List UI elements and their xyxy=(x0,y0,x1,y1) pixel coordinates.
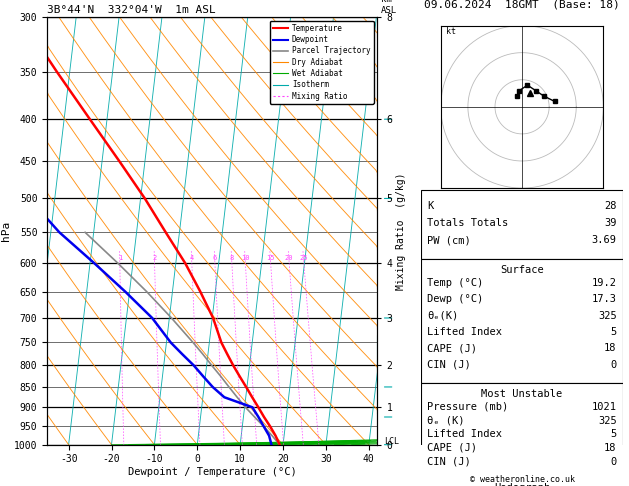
Text: 1021: 1021 xyxy=(592,402,616,412)
FancyBboxPatch shape xyxy=(421,382,623,477)
Text: kt: kt xyxy=(446,27,456,35)
Text: 18: 18 xyxy=(604,443,616,453)
Y-axis label: hPa: hPa xyxy=(1,221,11,241)
Text: PW (cm): PW (cm) xyxy=(428,235,471,245)
Text: 3.69: 3.69 xyxy=(592,235,616,245)
Text: 2: 2 xyxy=(152,255,157,261)
Text: Temp (°C): Temp (°C) xyxy=(428,278,484,288)
Text: 8: 8 xyxy=(230,255,234,261)
Text: 4: 4 xyxy=(190,255,194,261)
Text: 25: 25 xyxy=(299,255,308,261)
Text: Totals Totals: Totals Totals xyxy=(428,218,509,228)
Text: Dewp (°C): Dewp (°C) xyxy=(428,295,484,304)
Text: Lifted Index: Lifted Index xyxy=(428,429,503,439)
Text: CIN (J): CIN (J) xyxy=(428,457,471,467)
Text: Most Unstable: Most Unstable xyxy=(481,389,563,399)
FancyBboxPatch shape xyxy=(421,477,623,486)
Text: Pressure (mb): Pressure (mb) xyxy=(428,402,509,412)
FancyBboxPatch shape xyxy=(421,259,623,382)
Text: θₑ(K): θₑ(K) xyxy=(428,311,459,321)
Text: θₑ (K): θₑ (K) xyxy=(428,416,465,426)
Text: 09.06.2024  18GMT  (Base: 18): 09.06.2024 18GMT (Base: 18) xyxy=(424,0,620,10)
Text: 325: 325 xyxy=(598,416,616,426)
Text: Hodograph: Hodograph xyxy=(494,483,550,486)
Text: 5: 5 xyxy=(610,327,616,337)
Text: LCL: LCL xyxy=(384,437,399,446)
Text: 28: 28 xyxy=(604,201,616,211)
Text: 20: 20 xyxy=(285,255,294,261)
Text: CAPE (J): CAPE (J) xyxy=(428,344,477,353)
Text: K: K xyxy=(428,201,434,211)
Text: 3B°44'N  332°04'W  1m ASL: 3B°44'N 332°04'W 1m ASL xyxy=(47,5,216,15)
Text: 6: 6 xyxy=(213,255,217,261)
FancyBboxPatch shape xyxy=(421,190,623,259)
Text: 0: 0 xyxy=(610,360,616,370)
Text: 39: 39 xyxy=(604,218,616,228)
Text: 5: 5 xyxy=(610,429,616,439)
Text: 19.2: 19.2 xyxy=(592,278,616,288)
X-axis label: Dewpoint / Temperature (°C): Dewpoint / Temperature (°C) xyxy=(128,467,297,477)
Text: 0: 0 xyxy=(610,457,616,467)
Text: 10: 10 xyxy=(241,255,250,261)
Text: 17.3: 17.3 xyxy=(592,295,616,304)
Text: km
ASL: km ASL xyxy=(381,0,397,15)
Text: 1: 1 xyxy=(118,255,122,261)
Text: Lifted Index: Lifted Index xyxy=(428,327,503,337)
Text: CAPE (J): CAPE (J) xyxy=(428,443,477,453)
Text: 18: 18 xyxy=(604,344,616,353)
Text: CIN (J): CIN (J) xyxy=(428,360,471,370)
Text: 15: 15 xyxy=(267,255,275,261)
Text: Surface: Surface xyxy=(500,265,544,275)
Text: © weatheronline.co.uk: © weatheronline.co.uk xyxy=(470,474,574,484)
Text: 325: 325 xyxy=(598,311,616,321)
Legend: Temperature, Dewpoint, Parcel Trajectory, Dry Adiabat, Wet Adiabat, Isotherm, Mi: Temperature, Dewpoint, Parcel Trajectory… xyxy=(270,21,374,104)
Y-axis label: Mixing Ratio  (g/kg): Mixing Ratio (g/kg) xyxy=(396,172,406,290)
